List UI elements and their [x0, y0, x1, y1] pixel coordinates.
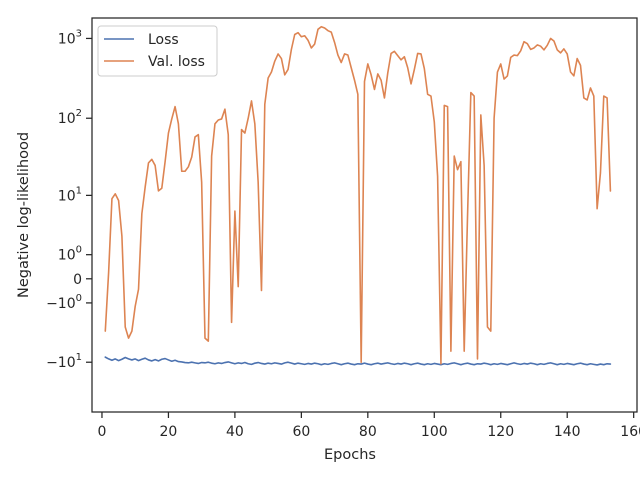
y-tick-label: 101 — [58, 185, 82, 204]
series-layer — [104, 25, 612, 366]
y-tick-label: 103 — [58, 28, 82, 47]
plot-frame — [91, 17, 638, 413]
x-tick-label: 60 — [292, 424, 310, 440]
x-tick-label: 140 — [554, 424, 581, 440]
legend: Loss Val. loss — [97, 25, 218, 77]
x-axis-label: Epochs — [324, 447, 376, 463]
y-tick-label: −101 — [46, 352, 82, 371]
y-tick-label: 102 — [58, 108, 82, 127]
legend-label-val-loss: Val. loss — [148, 54, 205, 70]
y-tick-label: 0 — [73, 272, 82, 288]
x-tick-label: 120 — [487, 424, 514, 440]
x-tick-label: 100 — [421, 424, 448, 440]
y-tick-label: −100 — [46, 293, 82, 312]
x-tick-label: 40 — [226, 424, 244, 440]
x-tick-label: 80 — [359, 424, 377, 440]
x-tick-label: 20 — [160, 424, 178, 440]
x-tick-label: 0 — [98, 424, 107, 440]
series-line-val-loss — [104, 25, 612, 365]
y-tick-label: 100 — [58, 245, 82, 264]
legend-label-loss: Loss — [148, 32, 179, 48]
y-axis-label: Negative log-likelihood — [16, 132, 32, 298]
x-tick-label: 160 — [620, 424, 640, 440]
series-line-loss — [104, 356, 612, 366]
x-axis: 0 20 40 60 80 100 120 140 160 — [98, 412, 640, 440]
y-axis: −101 −100 0 100 101 102 103 — [46, 28, 92, 371]
